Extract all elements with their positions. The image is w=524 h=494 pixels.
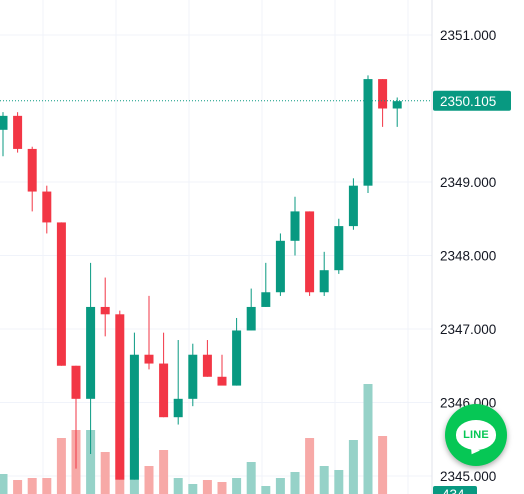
- price-tick-label: 2347.000: [440, 322, 496, 337]
- volume-bar: [246, 462, 256, 494]
- candles: [0, 75, 402, 480]
- candle-body: [188, 354, 198, 399]
- volume-bar: [0, 474, 8, 494]
- candle-body: [13, 115, 23, 149]
- candle-body: [42, 191, 52, 223]
- volume-bar: [378, 436, 388, 494]
- candle-body: [261, 292, 271, 307]
- price-axis[interactable]: 2351.0002349.0002348.0002347.0002346.000…: [431, 0, 496, 494]
- candle-body: [305, 211, 315, 293]
- candle-body: [56, 222, 66, 366]
- candle-body: [290, 211, 300, 241]
- candle-body: [144, 354, 154, 364]
- candle-body: [378, 79, 388, 109]
- volume-axis-label: 434: [442, 487, 465, 494]
- volume-bar: [319, 466, 329, 494]
- candle-body: [232, 330, 242, 386]
- line-chat-label: LINE: [463, 429, 489, 441]
- candle-body: [71, 365, 81, 399]
- current-price-label: 2350.105: [440, 94, 496, 109]
- price-tick-label: 2345.000: [440, 469, 496, 484]
- volume-bar: [159, 450, 169, 494]
- volume-bar: [56, 438, 66, 494]
- volume-bar: [232, 478, 242, 494]
- candle-body: [217, 376, 227, 386]
- volume-axis-tag: 434: [433, 486, 477, 494]
- volume-axis-tag-background: [433, 486, 477, 494]
- volume-bar: [27, 478, 37, 494]
- volume-bar: [86, 430, 96, 494]
- candle-body: [129, 354, 139, 480]
- candle-body: [0, 115, 8, 130]
- candle-body: [173, 398, 183, 418]
- volume-bar: [290, 472, 300, 494]
- volume-bar: [144, 466, 154, 494]
- candle-body: [348, 185, 358, 227]
- candle-body: [115, 314, 125, 480]
- candle-body: [100, 306, 110, 315]
- candle-body: [363, 79, 373, 186]
- candle-body: [334, 226, 344, 271]
- candle-body: [159, 363, 169, 418]
- volume-bar: [217, 482, 227, 494]
- candle-body: [86, 306, 96, 399]
- volume-bar: [188, 484, 198, 494]
- candle-body: [319, 270, 329, 293]
- volume-bar: [173, 478, 183, 494]
- volume-bar: [100, 452, 110, 494]
- volume-bar: [13, 480, 23, 494]
- volume-bar: [305, 438, 315, 494]
- candle-body: [246, 306, 256, 331]
- volume-bar: [275, 478, 285, 494]
- candle-body: [202, 354, 212, 377]
- volume-bar: [261, 486, 271, 494]
- volume-bar: [348, 440, 358, 494]
- candle-body: [392, 101, 402, 109]
- price-tick-label: 2351.000: [440, 28, 496, 43]
- current-price-tag-background: [433, 90, 511, 111]
- candle-body: [275, 240, 285, 293]
- current-price-tag: 2350.105: [433, 90, 511, 111]
- line-chat-button[interactable]: LINE: [445, 404, 507, 466]
- candle-body: [27, 148, 37, 192]
- volume-bar: [42, 478, 52, 494]
- volume-bar: [334, 470, 344, 494]
- price-tick-label: 2348.000: [440, 249, 496, 264]
- volume-bars: [0, 384, 388, 494]
- price-tick-label: 2349.000: [440, 175, 496, 190]
- volume-bar: [363, 384, 373, 494]
- line-chat-bubble-icon: LINE: [456, 420, 496, 450]
- volume-bar: [202, 480, 212, 494]
